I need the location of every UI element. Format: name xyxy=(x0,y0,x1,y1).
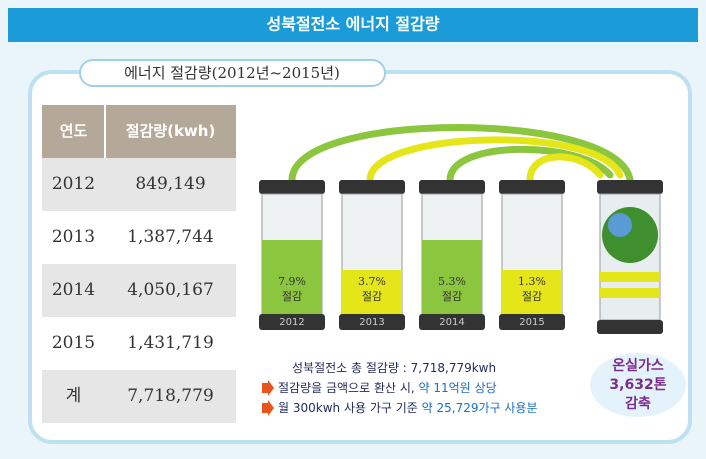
column-header: 연도 xyxy=(60,122,88,140)
header-bar xyxy=(8,8,698,42)
battery-fill xyxy=(422,240,482,314)
battery-percent: 1.3% xyxy=(518,275,546,288)
greenhouse-battery xyxy=(597,180,663,334)
bullet-arrow xyxy=(262,380,274,396)
battery-fill xyxy=(262,240,322,314)
battery-cap xyxy=(419,180,485,194)
table-header-bg xyxy=(42,105,236,158)
battery-year: 2014 xyxy=(439,317,464,328)
header-title: 성북절전소 에너지 절감량 xyxy=(266,15,439,34)
battery-text: 절감 xyxy=(362,290,382,303)
table-cell: 계 xyxy=(66,386,82,406)
battery-percent: 7.9% xyxy=(278,275,306,288)
batteries: 7.9% 절감 2012 3.7% 절감 2013 5.3% 절감 2014 1.3% 절감 2015 xyxy=(259,180,565,330)
greenhouse-text: 감축 xyxy=(625,395,651,412)
battery-base xyxy=(499,314,565,330)
greenhouse-glow xyxy=(590,353,686,417)
battery-cap xyxy=(499,180,565,194)
battery-base xyxy=(339,314,405,330)
battery-base xyxy=(259,314,325,330)
table-cell: 7,718,779 xyxy=(127,386,214,406)
summary-text: 절감량을 금액으로 환산 시, xyxy=(278,381,419,395)
battery-year: 2015 xyxy=(519,317,544,328)
bullet-arrow xyxy=(262,400,274,416)
section-title: 에너지 절감량(2012년~2015년) xyxy=(124,64,340,82)
table-cell: 2012 xyxy=(52,174,95,194)
table-row-bg xyxy=(42,370,236,423)
battery-text: 절감 xyxy=(282,290,302,303)
battery-percent: 3.7% xyxy=(358,275,386,288)
summary-highlight: 약 25,729가구 사용분 xyxy=(422,400,538,415)
table-cell: 849,149 xyxy=(135,174,205,194)
table-cell: 2014 xyxy=(52,280,95,300)
summary-text: 월 300kwh 사용 가구 기준 xyxy=(278,401,422,415)
battery-base xyxy=(419,314,485,330)
battery-cap xyxy=(339,180,405,194)
table-row-bg xyxy=(42,211,236,264)
table-row-bg xyxy=(42,158,236,211)
battery-text: 절감 xyxy=(442,290,462,303)
column-header: 절감량(kwh) xyxy=(126,122,216,140)
battery-fill xyxy=(502,270,562,314)
table-cell: 2015 xyxy=(52,333,95,353)
table-row-bg xyxy=(42,264,236,317)
battery-year: 2012 xyxy=(279,317,304,328)
battery-text: 절감 xyxy=(522,290,542,303)
section-pill xyxy=(79,59,386,87)
table-cell: 4,050,167 xyxy=(127,280,214,300)
summary-line: 절감량을 금액으로 환산 시, 약 11억원 상당 xyxy=(278,380,497,395)
table-row-bg xyxy=(42,317,236,370)
summary-highlight: 약 11억원 상당 xyxy=(419,380,497,395)
greenhouse-text: 온실가스 xyxy=(612,358,664,374)
summary-line: 월 300kwh 사용 가구 기준 약 25,729가구 사용분 xyxy=(278,400,538,415)
battery-year: 2013 xyxy=(359,317,384,328)
battery-percent: 5.3% xyxy=(438,275,466,288)
table-cell: 1,387,744 xyxy=(127,227,214,247)
table-cell: 2013 xyxy=(52,227,95,247)
summary-text: 성북절전소 총 절감량 : 7,718,779kwh xyxy=(292,361,496,375)
tubes xyxy=(288,124,634,184)
summary: 성북절전소 총 절감량 : 7,718,779kwh 절감량을 금액으로 환산 시… xyxy=(262,361,538,416)
battery-fill xyxy=(342,270,402,314)
battery-cap xyxy=(259,180,325,194)
table: 연도 절감량(kwh) 2012 849,149 2013 1,387,744 2014 4,… xyxy=(42,105,236,423)
greenhouse-text: 3,632톤 xyxy=(609,377,666,393)
summary-line: 성북절전소 총 절감량 : 7,718,779kwh xyxy=(292,361,496,375)
table-cell: 1,431,719 xyxy=(127,333,214,353)
